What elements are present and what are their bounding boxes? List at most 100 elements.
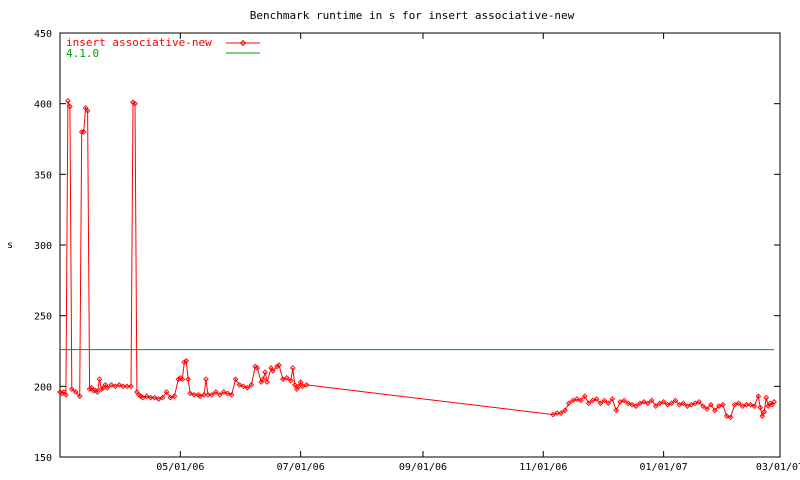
y-tick-label: 200 xyxy=(34,382,52,393)
data-point xyxy=(672,397,679,404)
data-point xyxy=(723,413,730,419)
y-axis: 150 200 250 300 350 400 450 xyxy=(34,29,780,464)
data-point xyxy=(68,386,75,392)
y-tick-label: 250 xyxy=(34,312,52,323)
data-point xyxy=(84,107,91,114)
x-axis: 05/01/06 07/01/06 09/01/06 11/01/06 01/01/07… xyxy=(156,33,800,473)
data-point xyxy=(299,383,306,390)
data-point xyxy=(605,400,612,407)
data-point xyxy=(676,401,683,408)
data-point xyxy=(232,376,239,383)
data-point xyxy=(648,397,655,404)
x-tick-label: 05/01/06 xyxy=(156,462,204,473)
legend-label-4-1-0: 4.1.0 xyxy=(66,47,99,60)
data-point xyxy=(155,396,162,402)
data-point xyxy=(228,391,235,398)
data-point xyxy=(171,393,178,400)
data-point xyxy=(684,403,691,409)
data-point xyxy=(708,401,714,408)
data-point xyxy=(185,376,192,383)
data-point xyxy=(98,386,105,392)
y-tick-label: 400 xyxy=(34,100,52,111)
data-point xyxy=(641,399,647,405)
data-point xyxy=(116,382,123,388)
data-point xyxy=(621,397,628,404)
data-point xyxy=(295,383,302,390)
data-point xyxy=(704,406,710,412)
data-point xyxy=(270,367,276,374)
data-point xyxy=(660,399,667,405)
x-tick-label: 11/01/06 xyxy=(519,462,567,473)
data-point xyxy=(759,413,766,419)
data-point xyxy=(727,414,734,421)
data-point xyxy=(205,391,211,398)
data-point xyxy=(625,400,631,407)
data-point xyxy=(108,382,115,388)
data-point xyxy=(712,407,718,414)
legend-marker-insert-associative-new xyxy=(239,39,247,47)
data-point xyxy=(589,397,596,404)
data-point xyxy=(104,384,111,391)
data-point xyxy=(159,394,166,401)
data-point xyxy=(731,401,738,408)
y-axis-label: s xyxy=(7,240,13,251)
data-point xyxy=(86,386,93,392)
data-point xyxy=(562,407,568,414)
y-tick-label: 150 xyxy=(34,453,52,464)
data-point xyxy=(209,391,215,398)
data-point xyxy=(179,376,186,383)
data-point xyxy=(755,393,762,400)
data-point xyxy=(550,411,556,418)
data-point xyxy=(78,129,85,135)
data-point xyxy=(644,400,651,407)
data-point xyxy=(147,394,154,401)
series-insert-associative-new xyxy=(57,98,777,421)
data-point xyxy=(94,389,101,395)
data-point xyxy=(151,394,158,401)
data-point xyxy=(276,362,282,368)
data-point xyxy=(132,100,138,107)
y-tick-label: 300 xyxy=(34,241,52,252)
data-point xyxy=(244,384,251,391)
data-point xyxy=(254,365,261,371)
data-point xyxy=(187,390,194,397)
data-point xyxy=(609,396,616,402)
data-point xyxy=(260,376,267,383)
x-tick-label: 01/01/07 xyxy=(640,462,688,473)
data-point xyxy=(601,397,608,404)
data-point xyxy=(617,399,624,405)
data-point xyxy=(573,396,580,402)
y-tick-label: 350 xyxy=(34,170,52,181)
data-point xyxy=(112,383,119,390)
data-point xyxy=(59,390,65,397)
data-point xyxy=(613,407,620,414)
data-point xyxy=(201,391,207,398)
data-point xyxy=(735,400,742,407)
data-point xyxy=(297,379,304,385)
data-point xyxy=(181,359,188,366)
data-point xyxy=(680,400,687,407)
chart-title: Benchmark runtime in s for insert associ… xyxy=(250,9,575,22)
data-point xyxy=(688,401,695,408)
data-point xyxy=(80,129,87,135)
data-point xyxy=(570,397,576,404)
data-point xyxy=(262,369,268,376)
data-point xyxy=(700,403,706,409)
x-tick-label: 09/01/06 xyxy=(399,462,447,473)
series-line-insert-associative-new xyxy=(59,100,775,419)
data-point xyxy=(274,363,280,370)
x-tick-label: 03/01/07 xyxy=(756,462,800,473)
data-point xyxy=(585,400,592,407)
data-point xyxy=(597,400,604,407)
y-tick-label: 450 xyxy=(34,29,52,40)
data-point xyxy=(212,389,219,395)
data-point xyxy=(303,382,310,388)
data-point xyxy=(143,393,150,400)
data-point xyxy=(96,376,103,383)
legend: insert associative-new 4.1.0 xyxy=(66,36,260,60)
data-point xyxy=(771,399,777,405)
data-point xyxy=(167,394,174,401)
data-point xyxy=(656,400,663,407)
data-point xyxy=(761,408,768,415)
data-point xyxy=(593,396,600,402)
